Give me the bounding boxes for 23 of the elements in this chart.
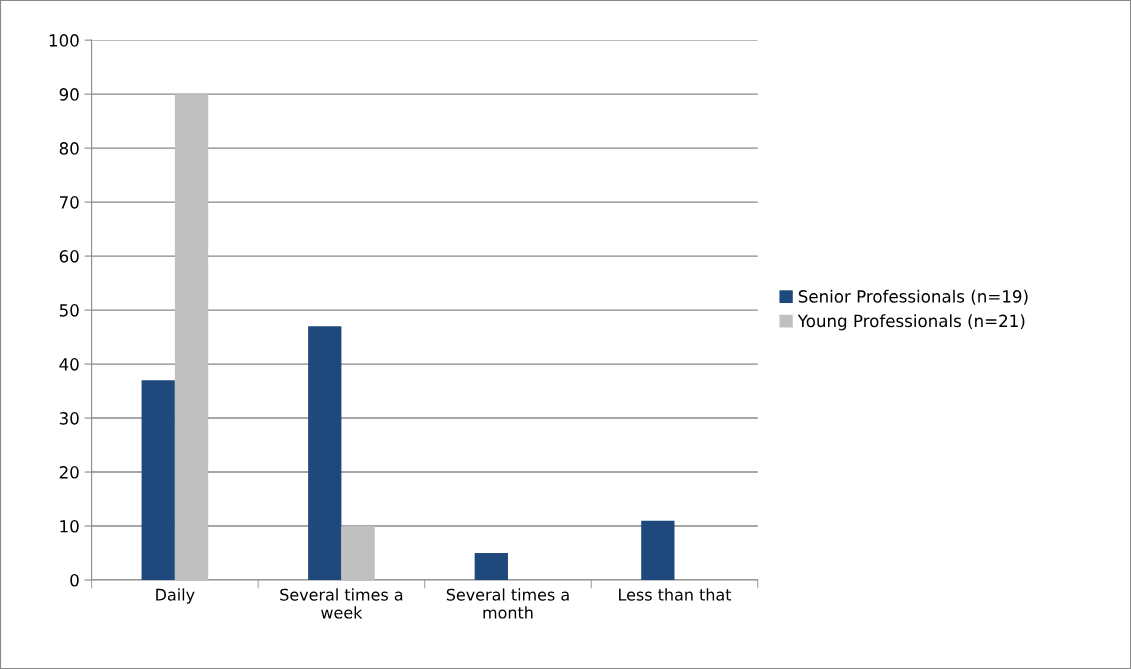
bar <box>141 380 175 581</box>
y-tick-label: 100 <box>49 34 79 47</box>
legend-label: Young Professionals (n=21) <box>797 314 1025 331</box>
y-tick-label: 0 <box>70 573 79 587</box>
bar <box>308 326 342 581</box>
x-tick-label: Daily <box>156 588 195 604</box>
bar <box>174 94 209 581</box>
y-tick-label: 20 <box>59 466 79 479</box>
x-tick-label: Several times a month <box>446 588 569 619</box>
y-tick-label: 80 <box>59 142 79 155</box>
bar <box>641 520 675 581</box>
x-tick-label: Several times a week <box>280 588 403 619</box>
y-tick-label: 60 <box>59 250 79 263</box>
y-tick-label: 40 <box>59 358 79 371</box>
bar <box>341 526 375 581</box>
y-tick-label: 10 <box>60 520 79 533</box>
bar <box>474 553 508 581</box>
y-tick-label: 70 <box>59 196 79 209</box>
legend-label: Senior Professionals (n=19) <box>798 289 1028 305</box>
y-tick-label: 30 <box>59 412 79 425</box>
y-tick-label: 90 <box>59 88 79 101</box>
y-tick-label: 50 <box>59 304 79 317</box>
x-tick-label: Less than that <box>619 588 732 601</box>
